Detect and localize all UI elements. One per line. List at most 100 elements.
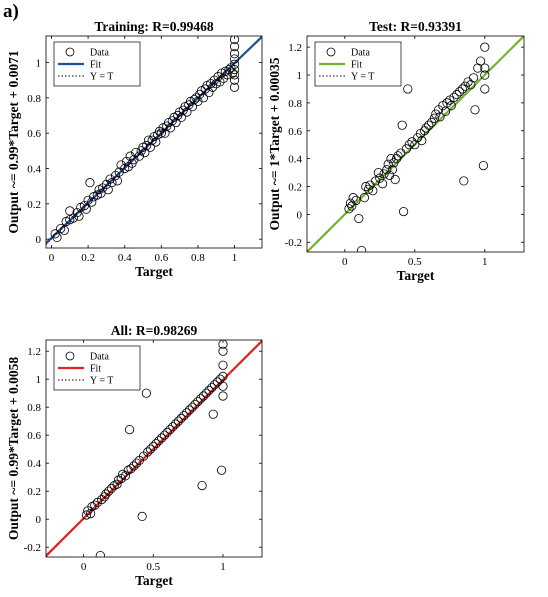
data-point: [344, 204, 354, 214]
data-point: [134, 151, 144, 161]
y-tick-label: 0.8: [27, 402, 41, 414]
data-point: [143, 135, 154, 145]
data-point: [218, 391, 228, 401]
legend-fit-label: Fit: [90, 364, 101, 375]
data-point: [229, 64, 240, 75]
x-tick-label: 1: [482, 256, 488, 268]
data-point: [168, 422, 178, 432]
y-tick-label: -0.2: [285, 237, 302, 249]
data-point: [145, 142, 155, 152]
x-tick-label: 0: [49, 252, 55, 264]
legend-data-label: Data: [90, 352, 109, 363]
y-tick-label: 0.6: [27, 128, 41, 140]
y-tick-label: 1: [36, 58, 42, 70]
data-point: [429, 113, 439, 123]
data-point: [198, 391, 209, 401]
legend-ref-label: Y = T: [351, 72, 374, 83]
data-point: [480, 42, 490, 52]
y-tick-label: 0: [36, 514, 42, 526]
data-point: [373, 167, 383, 178]
y-axis-label: Output ~= 1*Target + 0.00035: [267, 57, 282, 230]
data-point: [131, 458, 142, 468]
data-point: [218, 371, 228, 381]
data-point: [403, 84, 413, 94]
data-point: [215, 77, 225, 87]
data-point: [101, 179, 112, 189]
data-point: [59, 225, 69, 235]
data-point: [218, 73, 229, 84]
data-point: [377, 179, 388, 189]
data-point: [165, 424, 175, 435]
x-tick-label: 1: [220, 561, 226, 573]
data-point: [398, 206, 409, 217]
data-point: [52, 232, 62, 242]
data-point: [95, 551, 105, 557]
legend-fit-label: Fit: [351, 60, 362, 71]
data-point: [65, 206, 75, 216]
data-point: [452, 89, 462, 100]
data-point: [480, 63, 490, 73]
data-point: [129, 461, 139, 471]
y-tick-label: 0.2: [27, 486, 41, 498]
data-point: [126, 464, 136, 474]
chart-title: Training: R=0.99468: [94, 19, 213, 34]
chart-2: 0 0.5 1 -0.2 0 0.2 0.4 0.6 0.8 1 1.2 Test: R=0.9339…: [267, 19, 525, 283]
data-point: [382, 165, 392, 175]
data-point: [184, 405, 195, 415]
data-point: [397, 120, 407, 130]
data-point: [196, 394, 206, 404]
data-point: [354, 213, 364, 224]
data-point: [101, 489, 111, 499]
legend-ref-label: Y = T: [90, 376, 113, 387]
data-point: [424, 120, 434, 130]
data-point: [468, 73, 479, 83]
data-point: [120, 471, 131, 481]
chart-title: Test: R=0.93391: [369, 19, 462, 34]
data-point: [410, 140, 420, 150]
chart-3: 0 0.5 1 -0.2 0 0.2 0.4 0.6 0.8 1 1.2 All: R=0.98269…: [6, 323, 263, 588]
data-point: [218, 360, 228, 370]
data-point: [74, 211, 84, 221]
x-tick-label: 0.5: [146, 561, 160, 573]
data-point: [165, 123, 176, 133]
chart-title: All: R=0.98269: [111, 323, 198, 338]
data-point: [193, 96, 203, 106]
data-point: [148, 441, 158, 451]
data-point: [229, 49, 240, 59]
data-point: [190, 399, 200, 409]
data-point: [466, 80, 476, 90]
data-point: [159, 430, 170, 440]
data-point: [123, 162, 133, 172]
y-tick-label: 0.2: [288, 182, 302, 194]
data-point: [449, 92, 459, 102]
data-point: [207, 382, 217, 393]
data-point: [404, 140, 414, 150]
legend-data-label: Data: [90, 48, 109, 59]
data-point: [197, 480, 207, 491]
data-point: [361, 181, 371, 192]
data-point: [218, 346, 228, 356]
x-axis-label: Target: [135, 573, 173, 588]
axes-frame: [45, 35, 263, 249]
data-point: [182, 408, 192, 418]
data-point: [208, 409, 218, 419]
axes-frame: [306, 35, 525, 253]
data-point: [179, 410, 189, 421]
y-axis-label: Output ~= 0.99*Target + 0.0071: [6, 50, 21, 233]
data-point: [96, 188, 106, 198]
y-axis-label: Output ~= 0.99*Target + 0.0058: [6, 357, 21, 540]
x-axis-label: Target: [135, 264, 173, 279]
data-point: [417, 135, 427, 146]
y-tick-label: 0.4: [27, 458, 41, 470]
data-point: [204, 385, 214, 395]
data-point: [156, 128, 166, 138]
x-tick-label: 0.2: [81, 252, 95, 264]
data-point: [459, 176, 469, 186]
data-point: [435, 112, 445, 122]
panel-label: a): [3, 1, 19, 22]
data-point: [446, 101, 456, 111]
y-tick-label: 0: [36, 234, 42, 246]
